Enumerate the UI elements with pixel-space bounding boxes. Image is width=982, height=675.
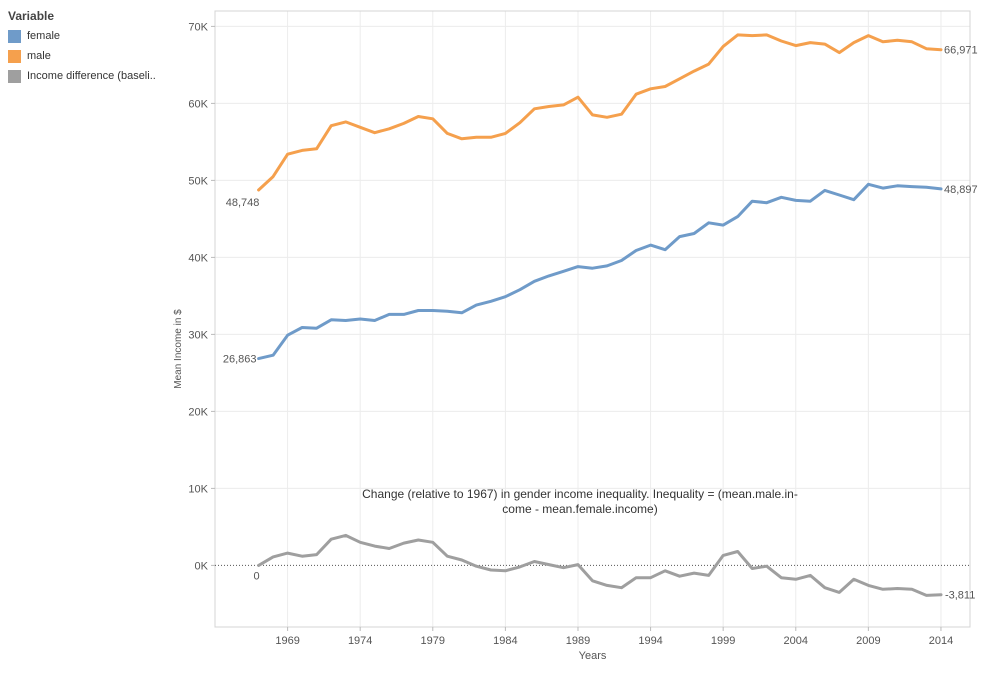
x-axis-title: Years — [579, 650, 607, 662]
x-tick-label: 1984 — [493, 635, 517, 647]
y-tick-label: 10K — [188, 483, 208, 495]
x-tick-label: 1989 — [566, 635, 590, 647]
series-line-income-difference-baseli — [257, 533, 943, 597]
series-line-female — [257, 182, 943, 361]
y-tick-label: 40K — [188, 252, 208, 264]
legend: Variable female male Income difference (… — [8, 9, 168, 86]
y-tick-label: 20K — [188, 406, 208, 418]
x-tick-label: 2004 — [784, 635, 808, 647]
legend-title: Variable — [8, 9, 55, 23]
chart-annotation: come - mean.female.income) — [502, 502, 657, 516]
data-label-female-end: 48,897 — [944, 184, 978, 196]
x-tick-label: 1979 — [421, 635, 445, 647]
x-tick-label: 1974 — [348, 635, 372, 647]
data-label-difference-start: 0 — [253, 570, 259, 582]
x-tick-label: 2009 — [856, 635, 880, 647]
x-tick-label: 1994 — [638, 635, 662, 647]
x-tick-label: 1999 — [711, 635, 735, 647]
y-tick-label: 30K — [188, 329, 208, 341]
legend-swatch-income-difference — [8, 69, 21, 83]
data-label-difference-end: -3,811 — [945, 590, 975, 602]
legend-item-male[interactable]: male — [8, 46, 168, 66]
x-tick-label: 1969 — [275, 635, 299, 647]
legend-item-income-difference[interactable]: Income difference (baseli.. — [8, 66, 168, 86]
legend-label-male: male — [27, 50, 51, 62]
legend-label-income-difference: Income difference (baseli.. — [27, 70, 156, 82]
legend-swatch-female — [8, 29, 21, 43]
plot-frame — [214, 10, 971, 628]
data-label-male-start: 48,748 — [226, 197, 260, 209]
legend-item-female[interactable]: female — [8, 26, 168, 46]
data-label-male-end: 66,971 — [944, 45, 978, 57]
legend-label-female: female — [27, 30, 61, 42]
y-axis-title: Mean Income in $ — [173, 309, 184, 389]
legend-swatch-male — [8, 49, 21, 63]
y-tick-label: 0K — [195, 560, 209, 572]
y-tick-label: 60K — [188, 98, 208, 110]
data-label-female-start: 26,863 — [223, 354, 257, 366]
x-tick-label: 2014 — [929, 635, 953, 647]
y-tick-label: 50K — [188, 175, 208, 187]
series-line-male — [257, 33, 943, 192]
chart-annotation: Change (relative to 1967) in gender inco… — [362, 487, 798, 501]
y-tick-label: 70K — [188, 21, 208, 33]
